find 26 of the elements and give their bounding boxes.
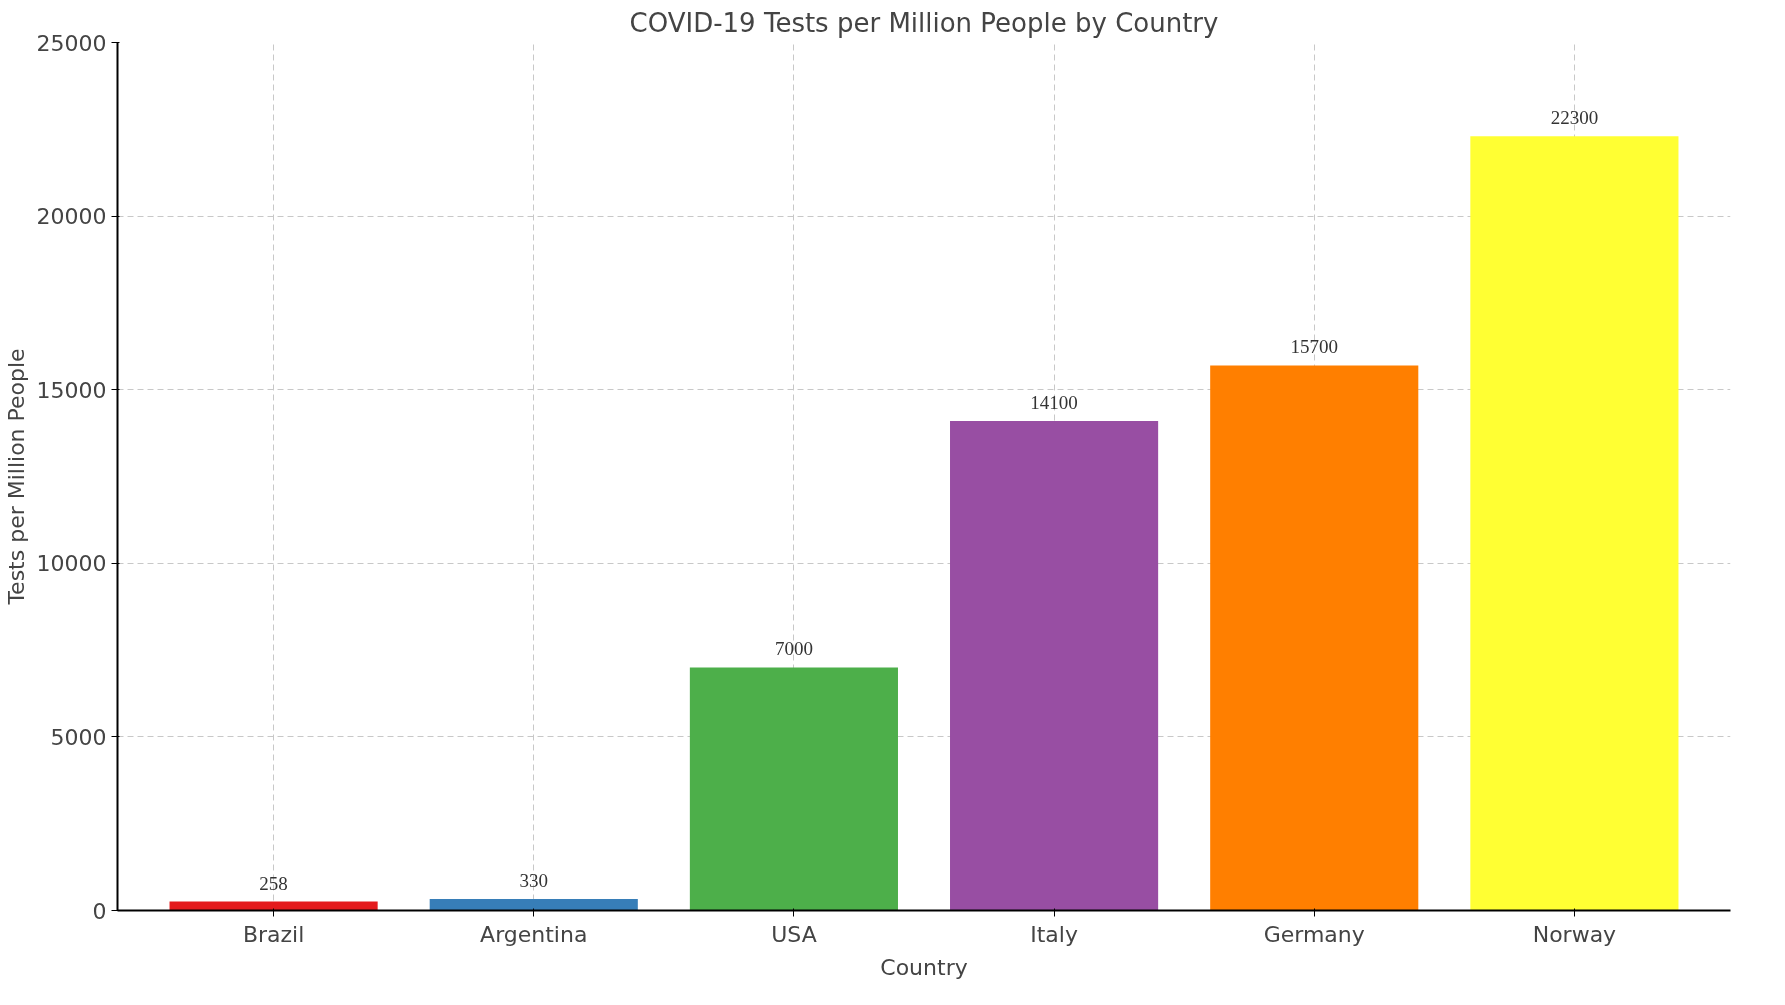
bar (1470, 136, 1679, 911)
y-axis-title: Tests per Million People (3, 348, 29, 606)
data-label: 22300 (1550, 107, 1599, 129)
x-tick-label: Germany (1263, 921, 1365, 947)
bar (429, 899, 638, 911)
x-axis-title: Country (880, 954, 968, 980)
x-tick-label: USA (771, 921, 817, 947)
x-tick-label: Norway (1532, 921, 1617, 947)
bar (689, 667, 898, 911)
y-tick-label: 25000 (36, 30, 107, 56)
y-tick-label: 5000 (50, 724, 107, 750)
chart-title: COVID-19 Tests per Million People by Country (629, 7, 1219, 38)
x-tick-label: Argentina (480, 921, 588, 947)
bar (950, 420, 1159, 911)
data-label: 7000 (774, 638, 813, 660)
x-tick-label: Brazil (242, 921, 305, 947)
data-label: 15700 (1290, 336, 1338, 358)
bar (1210, 365, 1419, 911)
x-tick-label: Italy (1030, 921, 1078, 947)
y-tick-label: 15000 (36, 377, 107, 403)
data-label: 258 (259, 872, 288, 894)
data-label: 330 (519, 870, 549, 892)
y-tick-label: 20000 (36, 204, 107, 230)
y-tick-label: 10000 (36, 551, 107, 577)
y-tick-label: 0 (92, 898, 107, 924)
data-label: 14100 (1030, 391, 1078, 413)
